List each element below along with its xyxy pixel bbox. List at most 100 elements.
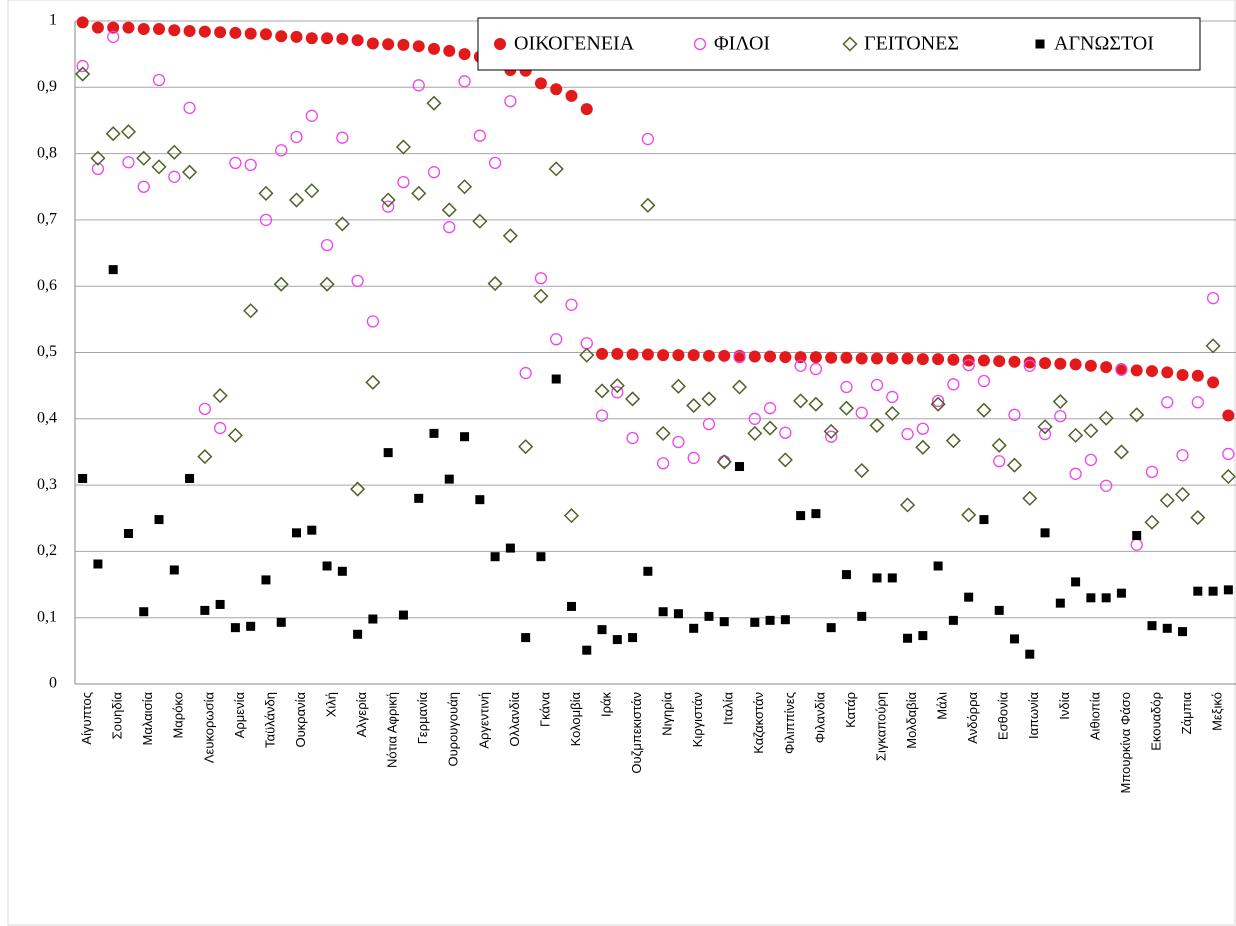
point [641, 348, 654, 361]
y-tick-label: 0,9 [37, 78, 57, 95]
point [1023, 356, 1036, 369]
point [427, 166, 441, 179]
point [579, 347, 595, 363]
point [826, 623, 836, 633]
point [930, 396, 946, 412]
point [1207, 376, 1220, 389]
point [1068, 427, 1084, 443]
point [594, 383, 610, 399]
point [1206, 291, 1220, 305]
point [1006, 457, 1023, 473]
x-tick-label: Αργεντινή [476, 692, 491, 749]
point [458, 48, 471, 61]
point [1144, 514, 1160, 530]
point [91, 162, 105, 175]
point [793, 393, 809, 409]
point [75, 66, 91, 82]
point [1100, 479, 1113, 492]
point [811, 509, 821, 519]
point [977, 374, 991, 388]
point [994, 605, 1004, 615]
point [1115, 363, 1128, 376]
point [687, 349, 700, 362]
point [961, 507, 977, 523]
point [1145, 465, 1159, 478]
point [580, 337, 593, 350]
point [625, 391, 641, 407]
point [382, 38, 395, 51]
y-tick-label: 0,6 [37, 277, 57, 294]
point [563, 508, 580, 524]
point [411, 185, 427, 201]
point [947, 378, 960, 391]
point [108, 265, 118, 275]
point [884, 405, 900, 422]
point [1190, 510, 1206, 526]
point [122, 21, 135, 34]
point [212, 388, 228, 404]
point [580, 103, 593, 116]
point [502, 228, 518, 244]
point [229, 26, 242, 39]
point [948, 615, 958, 625]
point [1071, 577, 1081, 587]
point [1178, 627, 1188, 637]
point [136, 150, 152, 166]
point [519, 366, 532, 380]
point [1147, 621, 1157, 631]
point [105, 126, 121, 142]
point [1038, 427, 1052, 441]
chart-border [7, 0, 1236, 926]
point [368, 614, 378, 624]
point [154, 515, 164, 525]
point [473, 129, 486, 142]
point [658, 607, 668, 617]
point [290, 30, 303, 43]
point [321, 32, 334, 45]
point [566, 601, 576, 611]
point [1161, 366, 1174, 379]
point [76, 59, 89, 73]
point [687, 451, 700, 465]
point [855, 406, 868, 419]
x-tick-label: Γκάνα [537, 692, 552, 728]
series [76, 16, 1235, 422]
point [290, 130, 303, 144]
point [672, 435, 685, 449]
point [1162, 623, 1172, 633]
point [429, 428, 439, 438]
point [1008, 408, 1021, 421]
point [962, 354, 975, 367]
point [198, 25, 211, 38]
point [518, 439, 534, 455]
x-tick-label: Μάλι [935, 692, 950, 720]
point [412, 40, 425, 53]
point [505, 543, 515, 553]
x-tick-label: Νότια Αφρική [385, 692, 400, 768]
point [1222, 409, 1235, 422]
point [673, 609, 683, 619]
point [871, 352, 884, 365]
point [796, 511, 806, 521]
series [78, 265, 1233, 659]
point [319, 276, 335, 292]
point [672, 349, 685, 362]
point [353, 629, 363, 639]
point [397, 38, 410, 51]
x-tick-label: Ινδία [1057, 692, 1072, 720]
point [901, 427, 914, 441]
point [214, 26, 227, 39]
point [472, 213, 488, 229]
series [76, 30, 1235, 551]
x-tick-label: Μεξικό [1210, 692, 1225, 731]
point [441, 202, 457, 218]
point [932, 353, 945, 366]
point [487, 275, 503, 292]
point [1176, 369, 1189, 382]
point [565, 298, 578, 311]
point [887, 573, 897, 583]
point [1130, 364, 1143, 377]
point [611, 347, 624, 360]
point [322, 561, 332, 571]
